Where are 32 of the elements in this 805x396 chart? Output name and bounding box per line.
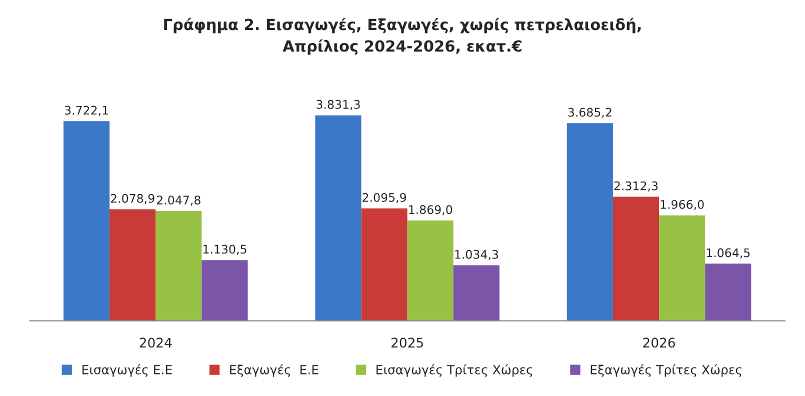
legend-label: Εισαγωγές Ε.Ε bbox=[82, 364, 172, 377]
data-label: 1.130,5 bbox=[203, 244, 246, 255]
data-label: 2.312,3 bbox=[614, 181, 658, 192]
bar bbox=[156, 210, 202, 321]
data-label: 2.078,9 bbox=[110, 194, 154, 204]
bar bbox=[407, 220, 454, 321]
data-label: 1.966,0 bbox=[660, 200, 704, 210]
x-tick-label: 2026 bbox=[643, 338, 675, 348]
data-label: 3.831,3 bbox=[316, 100, 360, 110]
data-label: 2.047,8 bbox=[157, 196, 200, 206]
legend-label: Εξαγωγές Ε.Ε bbox=[230, 364, 318, 377]
bar bbox=[566, 123, 613, 321]
data-label: 1.869,0 bbox=[409, 205, 452, 216]
bar bbox=[453, 265, 500, 321]
data-label: 3.722,1 bbox=[64, 106, 108, 116]
bar bbox=[612, 196, 660, 321]
data-label: 2.095,9 bbox=[362, 192, 406, 204]
chart-title: Γράφημα 2. Εισαγωγές, Εξαγωγές, χωρίς πετρελαιοειδή, Απρίλιος 2024-2026, εκατ.€ bbox=[164, 18, 641, 55]
data-label: 1.034,3 bbox=[455, 250, 498, 260]
bar bbox=[361, 208, 408, 321]
x-tick-label: 2025 bbox=[392, 338, 423, 348]
bar bbox=[64, 121, 110, 321]
bar bbox=[705, 264, 752, 321]
data-label: 1.064,5 bbox=[706, 248, 750, 258]
legend-label: Εξαγωγές Τρίτες Χώρες bbox=[590, 364, 742, 377]
bar bbox=[659, 215, 706, 321]
bar bbox=[202, 260, 248, 321]
x-tick-label: 2024 bbox=[140, 338, 172, 348]
data-label: 3.685,2 bbox=[568, 108, 612, 118]
legend-label: Εισαγωγές Τρίτες Χώρες bbox=[376, 364, 532, 377]
bar bbox=[315, 115, 362, 321]
bar bbox=[110, 209, 156, 321]
